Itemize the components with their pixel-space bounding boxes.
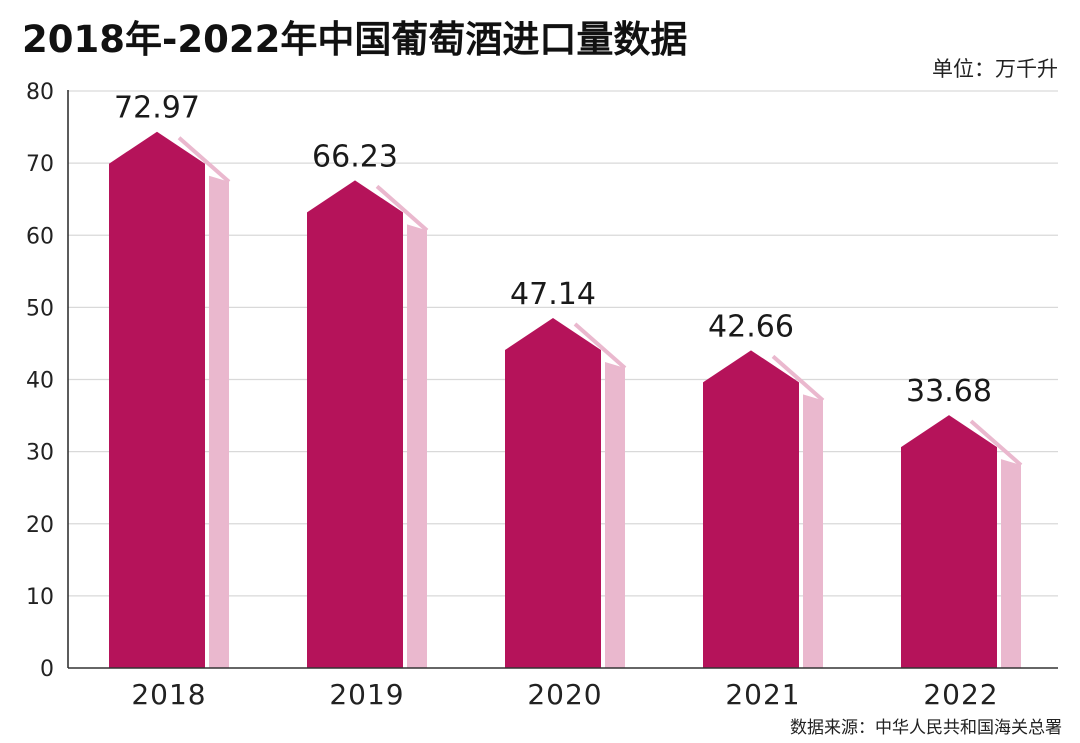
x-tick-label-2019: 2019	[329, 678, 404, 711]
bar-2021	[703, 350, 799, 668]
data-label-2022: 33.68	[906, 374, 992, 409]
bar-ridge-2020	[573, 322, 627, 370]
data-label-2021: 42.66	[708, 309, 794, 344]
y-tick-label: 30	[26, 441, 54, 466]
data-label-2018: 72.97	[114, 91, 200, 126]
y-tick-label: 60	[26, 224, 54, 249]
bars	[109, 131, 1023, 669]
bar-2018	[109, 131, 205, 669]
y-tick-label: 80	[26, 80, 54, 105]
y-tick-labels: 0 10 20 30 40 50 60 70 80	[26, 80, 54, 682]
unit-label: 单位：万千升	[932, 57, 1058, 81]
data-labels: 72.97 66.23 47.14 42.66 33.68	[114, 91, 992, 409]
x-tick-label-2022: 2022	[923, 678, 998, 711]
bar-2022	[901, 415, 997, 668]
bar-shadow-2021	[803, 394, 823, 668]
bar-ridge-2022	[969, 419, 1023, 467]
bar-ridge-2018	[177, 136, 231, 184]
bar-shadow-2019	[407, 224, 427, 668]
source-note: 数据来源：中华人民共和国海关总署	[790, 718, 1062, 738]
bar-shadow-2022	[1001, 459, 1021, 668]
bar-2020	[505, 318, 601, 668]
bar-shadow-2018	[209, 175, 229, 669]
chart-title: 2018年-2022年中国葡萄酒进口量数据	[22, 18, 687, 61]
y-tick-label: 0	[40, 657, 54, 682]
y-tick-label: 20	[26, 513, 54, 538]
y-tick-label: 70	[26, 152, 54, 177]
data-label-2019: 66.23	[312, 139, 398, 174]
y-tick-label: 50	[26, 296, 54, 321]
x-tick-label-2020: 2020	[527, 678, 602, 711]
bar-ridge-2021	[771, 354, 825, 402]
bar-2019	[307, 180, 403, 668]
x-tick-label-2021: 2021	[725, 678, 800, 711]
data-label-2020: 47.14	[510, 277, 596, 312]
x-tick-label-2018: 2018	[131, 678, 206, 711]
bar-shadow-2020	[605, 362, 625, 668]
y-tick-label: 10	[26, 585, 54, 610]
x-tick-labels: 2018 2019 2020 2021 2022	[131, 678, 998, 711]
bar-ridge-2019	[375, 184, 429, 232]
y-tick-label: 40	[26, 369, 54, 394]
